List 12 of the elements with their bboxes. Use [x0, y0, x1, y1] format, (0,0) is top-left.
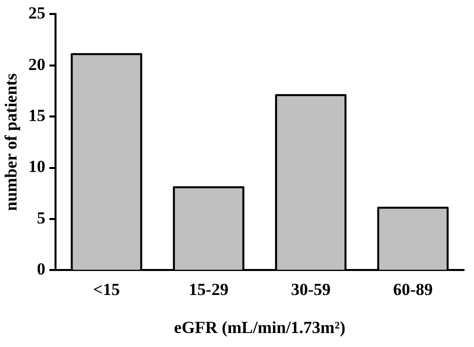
y-tick-label: 20	[28, 54, 46, 74]
x-tick-label: 30-59	[290, 280, 331, 299]
y-tick-label: 0	[36, 260, 46, 279]
y-tick-label: 10	[28, 157, 46, 176]
x-tick-label: <15	[93, 280, 120, 299]
y-axis-title: number of patients	[2, 73, 21, 211]
x-tick-label: 15-29	[188, 280, 228, 299]
y-tick-label: 5	[36, 208, 46, 228]
x-tick-label: 60-89	[393, 280, 433, 299]
y-tick-label: 25	[28, 4, 46, 23]
x-axis-title: eGFR (mL/min/1.73m²)	[174, 318, 346, 338]
y-tick-label: 15	[28, 106, 46, 125]
